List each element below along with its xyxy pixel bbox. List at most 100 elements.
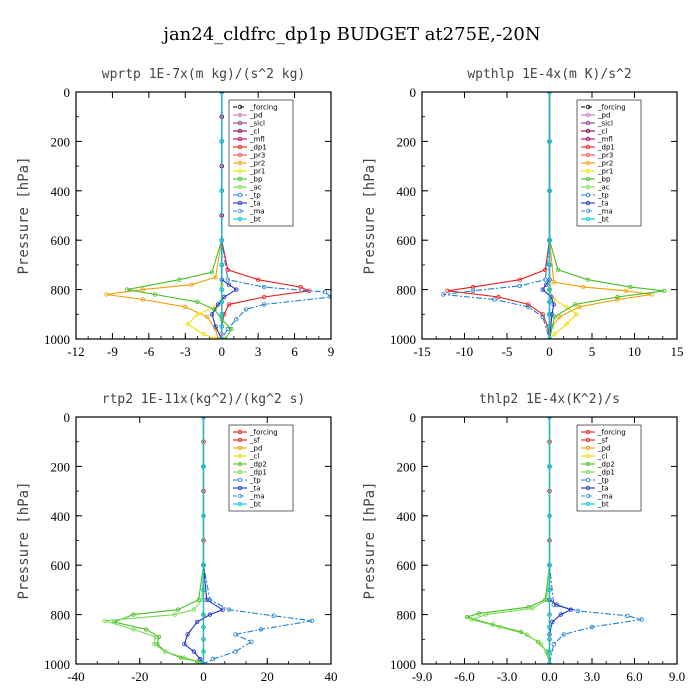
data-point <box>547 262 552 268</box>
data-point <box>585 277 590 282</box>
legend-label: _cl <box>249 128 259 136</box>
y-axis-label: Pressure [hPa] <box>16 481 32 599</box>
panel-title: thlp2 1E-4x(K^2)/s <box>479 392 620 407</box>
y-tick-label: 0 <box>410 85 417 100</box>
data-point <box>550 619 555 625</box>
data-point <box>151 642 157 647</box>
legend-marker <box>237 136 243 142</box>
panel-2: rtp2 1E-11x(kg^2)/(kg^2 s) Pressure [hPa]… <box>16 392 338 684</box>
data-point <box>219 237 224 243</box>
data-point <box>215 302 221 307</box>
legend-marker <box>237 120 243 126</box>
data-point <box>258 627 264 632</box>
data-point <box>549 312 555 317</box>
legend-marker <box>585 136 591 142</box>
legend-label: _bt <box>249 501 261 509</box>
x-tick-label: 0 <box>218 344 225 359</box>
data-point <box>102 618 107 623</box>
x-tick-label: 15 <box>671 344 684 359</box>
y-tick-label: 0 <box>64 410 71 425</box>
legend-label: _dp1 <box>249 469 267 477</box>
x-tick-label: -6.0 <box>454 669 475 684</box>
data-point <box>623 288 629 293</box>
data-point <box>615 294 620 300</box>
data-point <box>185 632 190 637</box>
data-point <box>558 612 563 617</box>
legend-label: _ma <box>249 493 265 501</box>
data-point <box>219 92 224 95</box>
data-point <box>243 307 249 312</box>
legend-marker <box>237 469 243 475</box>
legend-marker <box>237 184 243 190</box>
data-point <box>191 607 197 612</box>
y-tick-label: 600 <box>397 233 417 248</box>
data-point <box>572 302 578 307</box>
data-point <box>547 324 552 329</box>
x-tick-label: 3 <box>255 344 262 359</box>
data-point <box>219 262 224 268</box>
data-point <box>225 277 230 282</box>
x-tick-label: -5 <box>502 344 513 359</box>
data-point <box>526 302 531 307</box>
legend-label: _pr3 <box>597 152 613 160</box>
x-tick-label: -10 <box>456 344 473 359</box>
data-point <box>517 283 522 289</box>
y-tick-label: 600 <box>397 558 417 573</box>
x-tick-label: -3.0 <box>497 669 518 684</box>
data-point <box>176 277 182 282</box>
data-point <box>574 312 579 317</box>
legend-marker <box>237 208 243 214</box>
data-point <box>226 302 232 307</box>
data-point <box>223 336 228 339</box>
data-point <box>210 656 216 662</box>
legend-marker <box>237 453 243 459</box>
legend-marker <box>585 104 591 110</box>
legend-label: _cl <box>249 453 259 461</box>
legend-label: _sicl <box>597 120 613 128</box>
legend-marker <box>237 168 243 174</box>
legend-marker <box>585 120 591 126</box>
legend-label: _tp <box>597 192 609 200</box>
data-point <box>547 587 552 593</box>
panel-title: rtp2 1E-11x(kg^2)/(kg^2 s) <box>102 392 306 407</box>
data-point <box>201 587 206 593</box>
data-point <box>201 612 206 617</box>
y-tick-label: 1000 <box>44 657 70 672</box>
x-tick-label: 0 <box>546 344 553 359</box>
data-point <box>662 288 667 293</box>
data-point <box>213 336 218 339</box>
data-point <box>234 287 239 292</box>
y-tick-label: 800 <box>397 608 417 623</box>
x-tick-label: 9.0 <box>669 669 685 684</box>
data-point <box>517 277 522 282</box>
series-line-ta <box>548 417 573 664</box>
plot-frame <box>421 91 678 340</box>
legend-label: _ac <box>597 184 610 192</box>
legend-marker <box>585 501 591 507</box>
legend-marker <box>585 485 591 491</box>
plot-frame <box>75 416 332 665</box>
y-tick-label: 600 <box>51 558 71 573</box>
data-point <box>554 602 559 607</box>
series-group <box>102 417 315 664</box>
legend-label: _cl <box>597 128 607 136</box>
legend-label: _bt <box>597 216 609 224</box>
legend-marker <box>585 445 591 451</box>
legend-marker <box>237 176 243 182</box>
data-point <box>201 464 206 469</box>
data-point <box>262 302 267 307</box>
legend-marker <box>237 200 243 206</box>
data-point <box>496 294 501 300</box>
data-point <box>221 312 227 317</box>
legend-label: _forcing <box>249 104 278 112</box>
legend-marker <box>237 160 243 166</box>
legend-marker <box>585 160 591 166</box>
data-point <box>219 324 224 329</box>
legend-label: _pd <box>597 112 610 120</box>
legend-marker <box>585 184 591 190</box>
y-tick-label: 1000 <box>390 332 416 347</box>
data-point <box>552 314 557 319</box>
series-line-dp2 <box>465 417 551 664</box>
legend-label: _ma <box>597 493 613 501</box>
series-line-dp2 <box>112 417 205 664</box>
